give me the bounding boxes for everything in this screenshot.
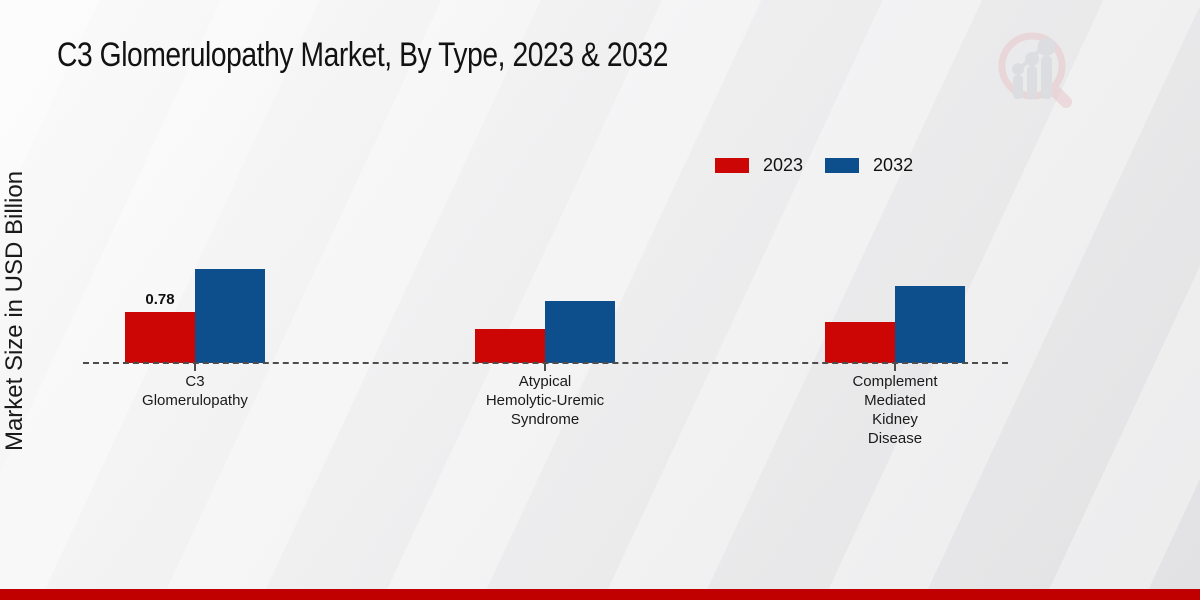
zero-baseline-dashed bbox=[83, 362, 1008, 364]
magnifier-chart-logo-icon bbox=[998, 32, 1072, 108]
legend: 2023 2032 bbox=[715, 155, 913, 176]
bar-2023-c3-glomerulopathy bbox=[125, 312, 195, 363]
x-axis-tick bbox=[894, 364, 896, 371]
chart-title: C3 Glomerulopathy Market, By Type, 2023 … bbox=[57, 36, 668, 74]
category-label-c3-glomerulopathy: C3 Glomerulopathy bbox=[142, 373, 248, 409]
legend-item-2032: 2032 bbox=[825, 155, 913, 176]
x-axis-tick bbox=[544, 364, 546, 371]
legend-swatch-2032 bbox=[825, 158, 860, 173]
legend-label-2032: 2032 bbox=[873, 155, 914, 175]
bar-2023-atypical-hemolytic-uremic-syndrome bbox=[475, 329, 545, 363]
bar-value-label: 0.78 bbox=[145, 291, 175, 308]
bar-2032-atypical-hemolytic-uremic-syndrome bbox=[545, 301, 615, 363]
category-label-complement-mediated-kidney-disease: Complement Mediated Kidney Disease bbox=[852, 373, 938, 447]
bar-2032-c3-glomerulopathy bbox=[195, 269, 265, 363]
legend-label-2023: 2023 bbox=[763, 155, 804, 175]
legend-swatch-2023 bbox=[715, 158, 749, 173]
legend-item-2023: 2023 bbox=[715, 155, 803, 176]
category-label-atypical-hemolytic-uremic-syndrome: Atypical Hemolytic-Uremic Syndrome bbox=[485, 373, 605, 428]
footer-accent-bar bbox=[0, 589, 1200, 600]
x-axis-tick bbox=[194, 364, 196, 371]
bar-2032-complement-mediated-kidney-disease bbox=[895, 286, 965, 363]
bar-2023-complement-mediated-kidney-disease bbox=[825, 322, 895, 363]
